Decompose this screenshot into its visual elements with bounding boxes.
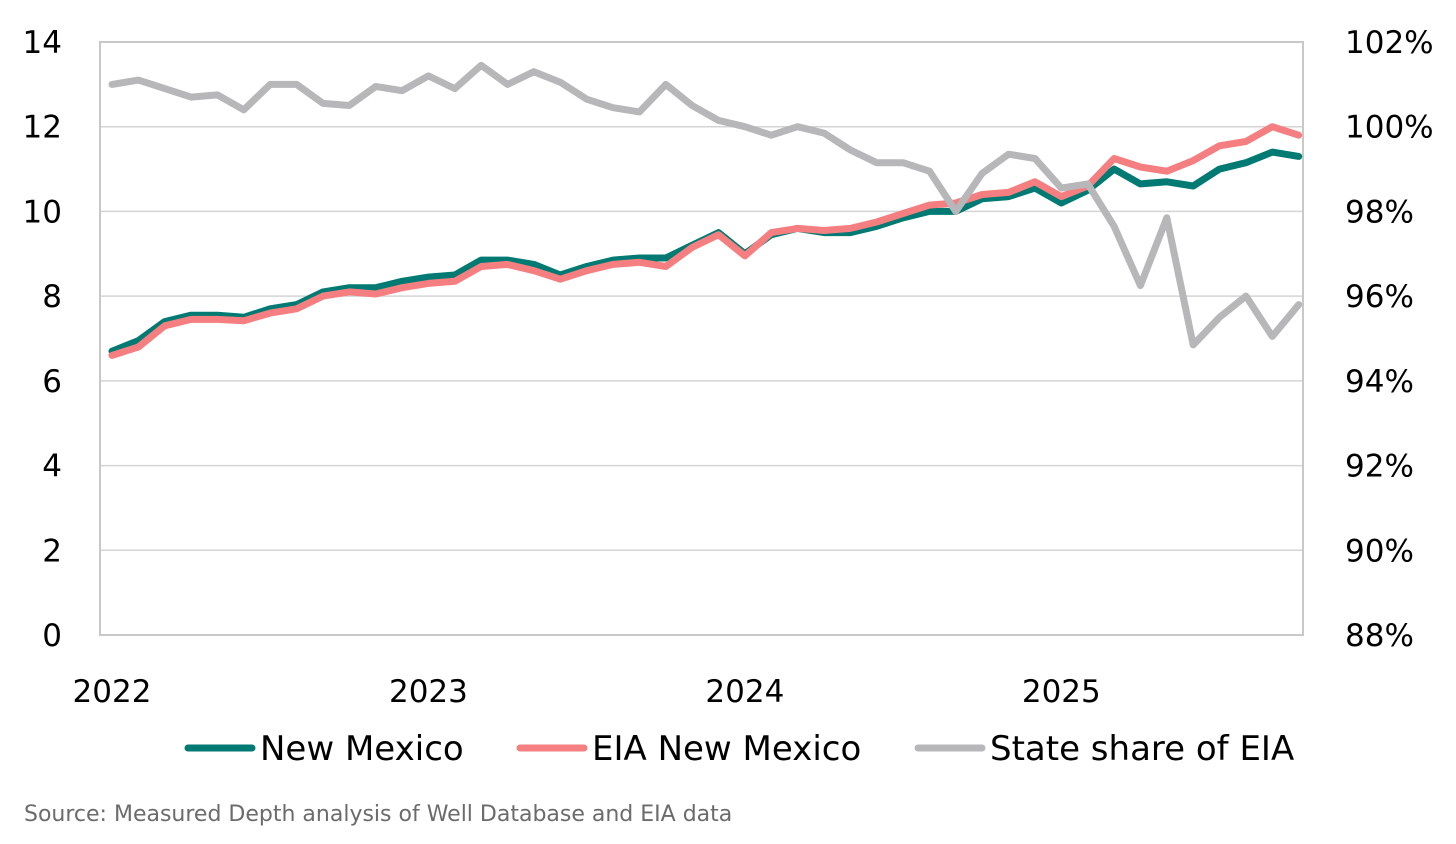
legend-label: New Mexico [260, 729, 464, 769]
left-y-axis: 0 2 4 6 8 10 12 14 [23, 25, 62, 654]
y-tick-label: 4 [42, 449, 62, 485]
y2-tick-label: 96% [1345, 279, 1414, 315]
y2-tick-label: 102% [1345, 25, 1434, 61]
series-line-1 [108, 123, 1303, 359]
y-tick-label: 6 [42, 364, 62, 400]
x-tick-label: 2023 [389, 674, 468, 710]
y-tick-label: 0 [42, 618, 62, 654]
y2-tick-label: 100% [1345, 110, 1434, 146]
source-note: Source: Measured Depth analysis of Well … [24, 802, 733, 827]
legend-label: EIA New Mexico [592, 729, 861, 769]
legend: New Mexico EIA New Mexico State share of E… [184, 729, 1294, 769]
y2-tick-label: 98% [1345, 194, 1414, 230]
x-tick-label: 2025 [1022, 674, 1101, 710]
y-tick-label: 8 [42, 279, 62, 315]
series-line-0 [108, 148, 1303, 355]
y2-tick-label: 92% [1345, 449, 1414, 485]
legend-label: State share of EIA [990, 729, 1294, 769]
x-tick-label: 2022 [73, 674, 152, 710]
y2-tick-label: 94% [1345, 364, 1414, 400]
gridlines [100, 41, 1303, 636]
x-tick-label: 2024 [705, 674, 784, 710]
y-tick-label: 12 [23, 110, 62, 146]
series-line-2 [108, 61, 1303, 349]
y-tick-label: 14 [23, 25, 62, 61]
y2-tick-label: 88% [1345, 618, 1414, 654]
y2-tick-label: 90% [1345, 533, 1414, 569]
right-y-axis: 88% 90% 92% 94% 96% 98% 100% 102% [1345, 25, 1434, 654]
x-axis: 2022 2023 2024 2025 [73, 674, 1101, 710]
y-tick-label: 10 [23, 194, 62, 230]
y-tick-label: 2 [42, 533, 62, 569]
plot-frame [99, 41, 1304, 636]
series-lines [108, 61, 1303, 359]
